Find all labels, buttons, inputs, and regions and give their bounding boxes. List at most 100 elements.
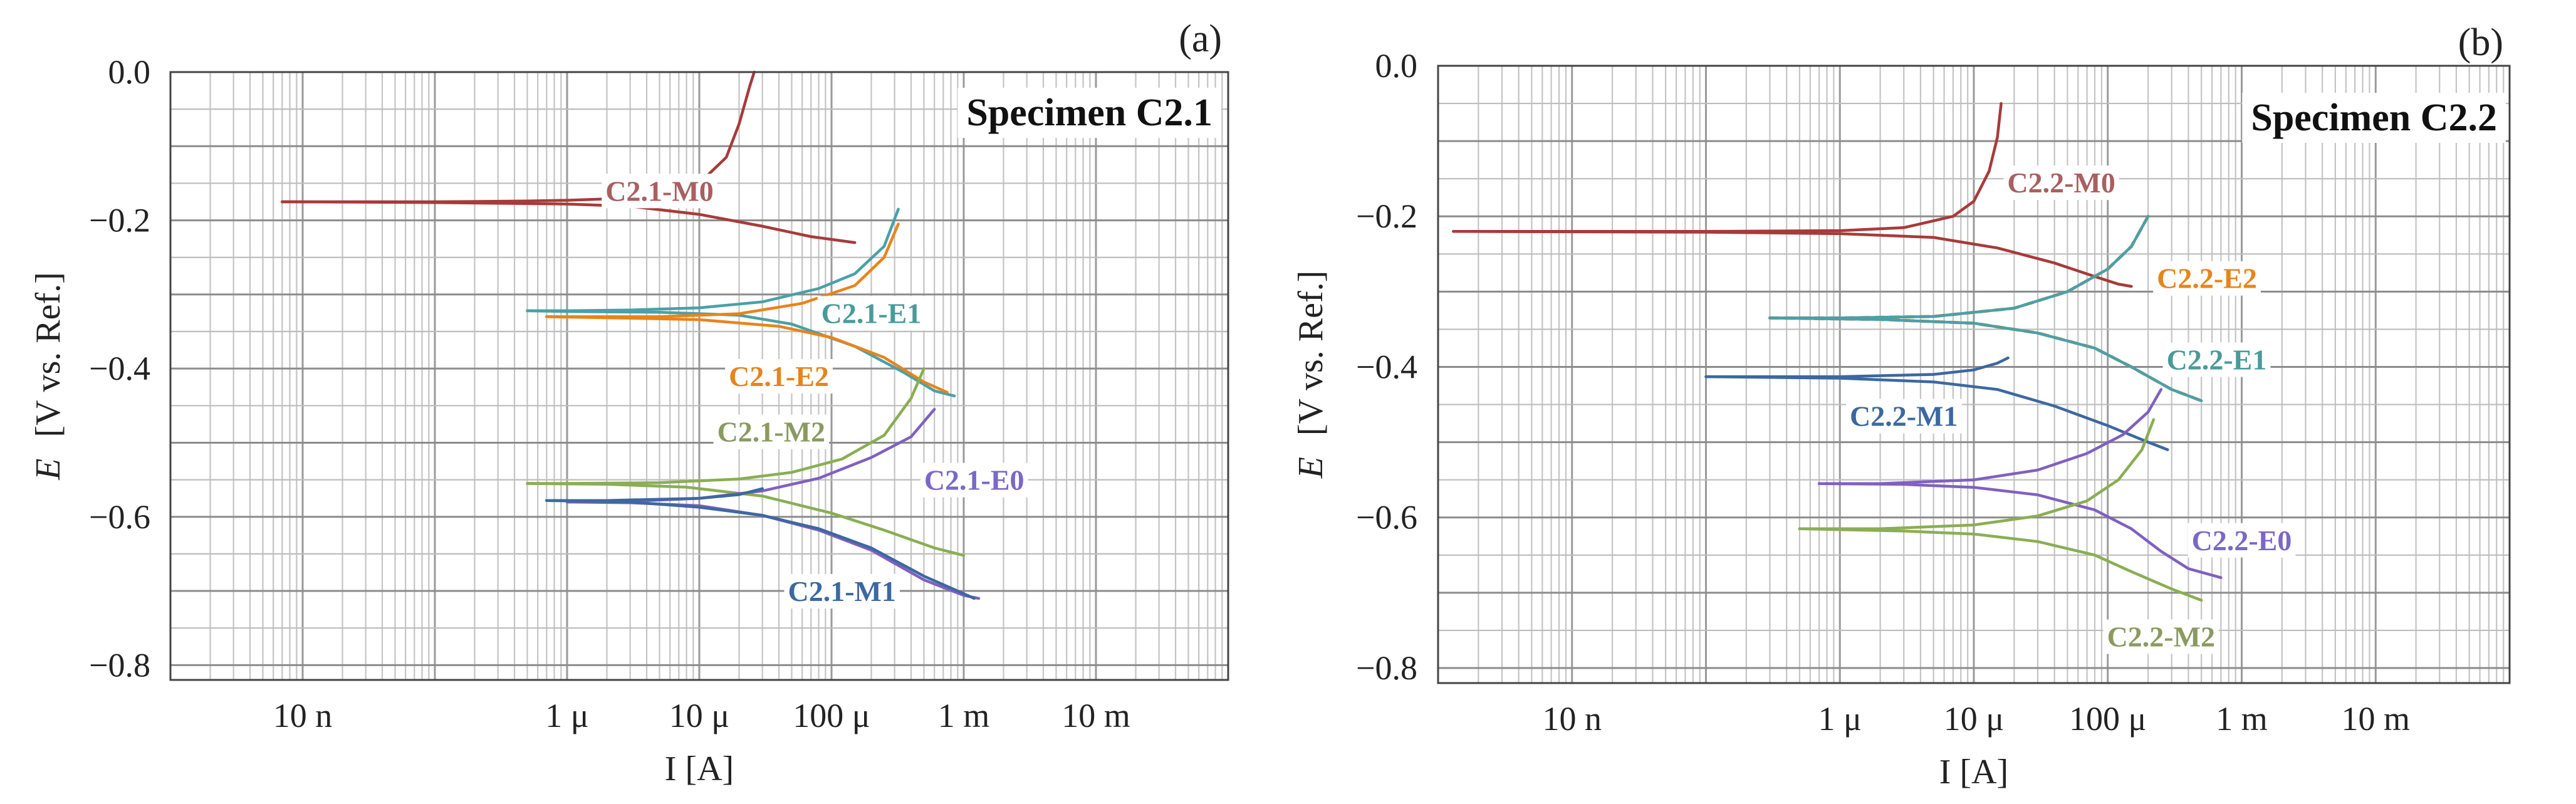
series-label-box: [713, 414, 830, 449]
x-tick-label: 1 m: [2216, 700, 2268, 738]
series-group-b: [1452, 102, 2223, 602]
specimen-title-a: Specimen C2.1: [957, 88, 1221, 138]
chart-title-b: Specimen C2.2: [2251, 97, 2497, 139]
y-axis-unit-b: [V vs. Ref.]: [1291, 271, 1330, 436]
series-label-box: [602, 174, 717, 209]
y-tick-label: −0.8: [89, 646, 150, 684]
series-label-text: C2.2-E0: [2192, 525, 2292, 556]
panel-letter-a: (a): [1179, 18, 1222, 60]
series-label-c2-1-e1: C2.1-E1: [817, 296, 926, 331]
series-c2-1-m1-cathodic: [545, 499, 976, 600]
y-tick-labels-a: 0.0 −0.2 −0.4 −0.6 −0.8: [89, 53, 150, 684]
series-label-c2-2-m2: C2.2-M2: [2103, 619, 2219, 654]
series-c2-1-m2-cathodic: [526, 482, 966, 557]
x-tick-label: 100 μ: [793, 697, 870, 734]
x-tick-label: 10 m: [1061, 697, 1130, 734]
series-label-c2-2-e0: C2.2-E0: [2188, 523, 2296, 558]
series-label-c2-2-m1: C2.2-M1: [1846, 399, 1962, 434]
y-tick-label: −0.6: [1356, 499, 1417, 536]
series-label-box: [2162, 342, 2271, 377]
y-tick-label: −0.2: [89, 202, 150, 239]
series-c2-2-m1-cathodic: [1704, 375, 2169, 451]
x-axis-label-a: I [A]: [665, 749, 734, 788]
series-label-box: [2153, 261, 2261, 296]
specimen-title-b: Specimen C2.2: [2242, 93, 2506, 143]
series-labels-a: C2.1-M0 C2.1-E1 C2.1-E2 C2.1-M2 C2.1-E0 C2.1-…: [602, 174, 1028, 609]
series-label-box: [2188, 523, 2296, 558]
series-label-text: C2.2-M2: [2107, 621, 2215, 653]
series-label-box: [920, 462, 1028, 498]
series-c2-1-e2-cathodic: [545, 315, 949, 394]
x-tick-label: 1 m: [938, 697, 990, 734]
series-label-text: C2.2-M1: [1850, 400, 1958, 432]
x-axis-label-b: I [A]: [1939, 753, 2008, 791]
series-label-text: C2.1-E1: [821, 297, 922, 329]
series-c2-1-m0-cathodic: [281, 200, 857, 244]
svg-text:E [V vs. Ref.]: E [V vs. Ref.]: [1291, 271, 1330, 479]
series-label-box: [725, 359, 833, 394]
series-c2-2-e1-cathodic: [1768, 316, 2203, 402]
series-label-text: C2.1-M0: [605, 175, 713, 207]
y-tick-labels-b: 0.0 −0.2 −0.4 −0.6 −0.8: [1356, 47, 1417, 687]
series-label-text: C2.2-M0: [2007, 167, 2115, 199]
series-c2-2-e0-cathodic: [1817, 482, 2223, 580]
x-tick-label: 1 μ: [545, 697, 588, 734]
panel-letter-b: (b): [2458, 21, 2503, 64]
y-tick-label: −0.2: [1356, 197, 1417, 235]
grid-a: [169, 71, 1228, 680]
plot-frame-a: [169, 71, 1229, 681]
series-c2-2-m2-anodic: [1798, 418, 2156, 531]
x-tick-label: 10 μ: [1944, 700, 2004, 738]
series-label-text: C2.2-E2: [2157, 263, 2257, 295]
series-c2-2-m2-cathodic: [1798, 527, 2203, 602]
series-label-c2-1-m0: C2.1-M0: [602, 174, 717, 209]
y-tick-label: −0.6: [89, 498, 150, 536]
series-label-c2-1-e0: C2.1-E0: [920, 462, 1028, 498]
plot-frame-b: [1437, 65, 2511, 684]
y-tick-label: −0.4: [1356, 348, 1417, 385]
series-label-box: [2103, 619, 2219, 654]
y-axis-label-b: E [V vs. Ref.]: [1291, 271, 1330, 479]
x-tick-label: 100 μ: [2069, 700, 2146, 738]
series-label-text: C2.1-E0: [924, 464, 1025, 496]
series-labels-b: C2.2-M0 C2.2-E2 C2.2-E1 C2.2-M1 C2.2-E0 C2.2-…: [1846, 165, 2296, 654]
series-label-c2-1-e2: C2.1-E2: [725, 359, 833, 394]
series-label-c2-2-e2: C2.2-E2: [2153, 261, 2261, 296]
series-label-c2-2-e1: C2.2-E1: [2162, 342, 2271, 377]
series-label-c2-1-m1: C2.1-M1: [784, 574, 900, 609]
y-axis-unit-a: [V vs. Ref.]: [29, 272, 68, 437]
y-axis-symbol-b: E: [1291, 457, 1330, 479]
series-label-box: [1846, 399, 1962, 434]
series-label-c2-1-m2: C2.1-M2: [713, 414, 830, 449]
series-label-box: [2003, 165, 2119, 201]
y-tick-label: 0.0: [1375, 47, 1418, 85]
x-tick-labels-a: 10 n 1 μ 10 μ 100 μ 1 m 10 m: [273, 697, 1130, 734]
series-label-text: C2.1-M2: [717, 416, 825, 448]
y-tick-label: −0.4: [89, 350, 150, 387]
series-c2-2-m0-cathodic: [1452, 230, 2133, 288]
x-tick-label: 1 μ: [1818, 700, 1862, 738]
svg-text:E [V vs. Ref.]: E [V vs. Ref.]: [29, 272, 68, 481]
y-tick-label: 0.0: [108, 53, 151, 91]
series-label-text: C2.1-M1: [788, 575, 895, 607]
x-tick-label: 10 μ: [669, 697, 729, 734]
y-axis-label-a: E [V vs. Ref.]: [29, 272, 68, 481]
y-axis-symbol-a: E: [29, 459, 68, 481]
x-tick-label: 10 n: [1543, 700, 1602, 738]
x-tick-label: 10 m: [2341, 700, 2410, 738]
series-label-box: [784, 574, 900, 609]
series-c2-2-e1-anodic: [1768, 214, 2150, 320]
series-group-a: [281, 70, 981, 600]
series-label-c2-2-m0: C2.2-M0: [2003, 165, 2119, 201]
x-tick-labels-b: 10 n 1 μ 10 μ 100 μ 1 m 10 m: [1543, 700, 2411, 738]
series-label-box: [817, 296, 926, 331]
y-tick-label: −0.8: [1356, 649, 1417, 687]
series-c2-1-e1-cathodic: [526, 309, 956, 398]
chart-title-a: Specimen C2.1: [966, 91, 1212, 134]
x-tick-label: 10 n: [273, 697, 333, 734]
series-label-text: C2.2-E1: [2167, 343, 2267, 375]
series-label-text: C2.1-E2: [729, 360, 829, 392]
